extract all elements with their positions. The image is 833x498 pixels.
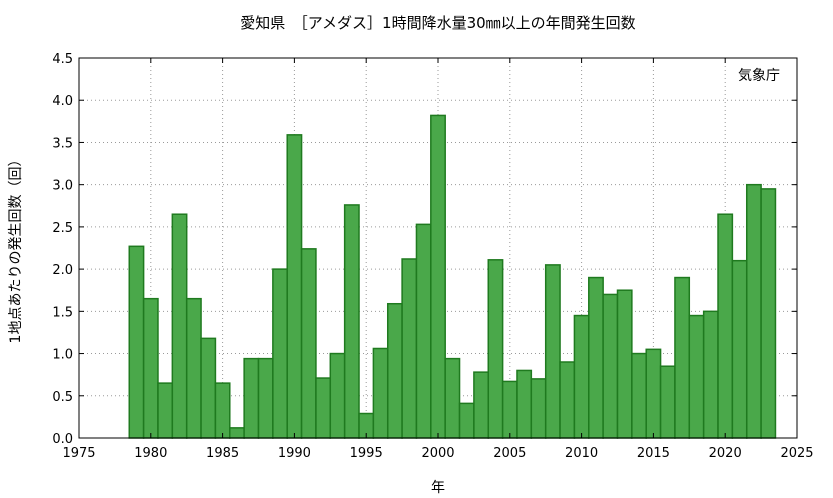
bar-2007 [530, 378, 547, 439]
bar-1989 [272, 268, 288, 439]
bar-1986 [229, 427, 245, 439]
bar-1990 [286, 134, 303, 439]
bar-1979 [128, 245, 145, 439]
bar-1993 [329, 352, 346, 439]
bar-2005 [501, 380, 518, 439]
x-tick-label: 1995 [350, 446, 383, 461]
x-tick-label: 2015 [637, 446, 670, 461]
bar-1987 [243, 357, 260, 439]
bar-2014 [631, 352, 647, 439]
bar-series [128, 114, 777, 439]
x-axis-ticks: 1975 1980 1985 1990 1995 2000 2005 2010 2015 2020… [62, 58, 814, 461]
bar-2017 [674, 276, 691, 439]
bar-1999 [415, 223, 432, 439]
x-tick-label: 2000 [421, 446, 454, 461]
bar-2010 [573, 314, 590, 439]
chart-title: 愛知県 ［アメダス］1時間降水量30㎜以上の年間発生回数 [240, 14, 635, 32]
y-tick-label: 0.5 [52, 390, 73, 405]
source-note: 気象庁 [738, 68, 780, 84]
x-tick-label: 2005 [493, 446, 526, 461]
bar-1982 [171, 213, 188, 439]
bar-2012 [602, 293, 619, 439]
bar-1985 [214, 382, 231, 439]
bar-1983 [185, 297, 202, 439]
bar-2021 [731, 259, 748, 439]
bar-2020 [717, 213, 734, 439]
x-axis-label: 年 [431, 480, 445, 496]
x-tick-label: 2025 [780, 446, 813, 461]
y-tick-label: 2.5 [52, 221, 73, 236]
bar-2001 [444, 357, 461, 439]
x-tick-label: 2020 [709, 446, 742, 461]
y-tick-label: 1.5 [52, 305, 73, 320]
bar-2004 [487, 259, 504, 439]
y-tick-label: 4.0 [52, 94, 73, 109]
y-axis-ticks: 0.0 0.5 1.0 1.5 2.0 2.5 3.0 3.5 4.0 4.5 [52, 52, 797, 447]
bar-2009 [559, 361, 576, 439]
bar-2003 [473, 371, 490, 439]
bar-2015 [645, 348, 662, 439]
y-tick-label: 3.0 [52, 179, 73, 194]
bar-1996 [372, 347, 389, 439]
bar-2018 [688, 314, 705, 439]
y-tick-label: 1.0 [52, 348, 73, 363]
bar-2016 [659, 365, 676, 439]
x-tick-label: 1975 [62, 446, 95, 461]
bar-1988 [257, 357, 274, 439]
x-tick-label: 1990 [278, 446, 311, 461]
x-tick-label: 1985 [206, 446, 239, 461]
x-tick-label: 1980 [134, 446, 167, 461]
bar-2023 [760, 188, 777, 439]
bar-1994 [343, 204, 360, 439]
y-tick-label: 2.0 [52, 263, 73, 278]
bar-1991 [300, 248, 317, 439]
y-axis-label: 1地点あたりの発生回数（回） [8, 153, 24, 344]
bar-2002 [458, 402, 475, 439]
bar-2019 [702, 310, 719, 439]
x-tick-label: 2010 [565, 446, 598, 461]
bar-1984 [200, 337, 217, 439]
bar-2000 [430, 114, 446, 439]
bar-1980 [142, 297, 159, 439]
bar-2011 [588, 276, 604, 439]
bar-1997 [386, 302, 403, 439]
y-tick-label: 3.5 [52, 136, 73, 151]
bar-2008 [544, 264, 561, 439]
y-tick-label: 0.0 [52, 432, 73, 447]
bar-2006 [516, 369, 533, 439]
bar-1992 [315, 377, 332, 439]
bar-1981 [157, 382, 174, 439]
bar-1998 [401, 258, 418, 439]
bar-2013 [616, 289, 633, 439]
y-tick-label: 4.5 [52, 52, 73, 67]
bar-2022 [745, 183, 762, 439]
